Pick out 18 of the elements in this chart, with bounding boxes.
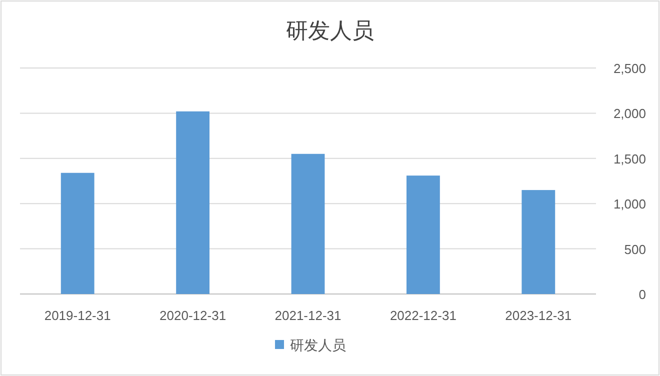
chart-title: 研发人员 <box>286 18 374 43</box>
x-tick-label: 2023-12-31 <box>505 308 572 323</box>
bar <box>406 176 440 294</box>
x-tick-label: 2021-12-31 <box>274 308 342 323</box>
y-tick-label: 0 <box>638 287 646 302</box>
y-tick-label: 1,500 <box>613 151 646 166</box>
y-tick-label: 2,500 <box>613 61 646 76</box>
x-tick-label: 2020-12-31 <box>160 308 226 323</box>
y-tick-label: 2,000 <box>613 106 646 122</box>
x-tick-label: 2022-12-31 <box>390 308 456 323</box>
bar <box>60 172 94 294</box>
bar <box>291 154 325 294</box>
legend-label: 研发人员 <box>290 337 346 353</box>
y-tick-label: 500 <box>624 242 646 257</box>
bar <box>522 190 556 294</box>
x-tick-label: 2019-12-31 <box>44 308 111 323</box>
bar <box>176 111 210 294</box>
y-tick-label: 1,000 <box>613 196 646 212</box>
